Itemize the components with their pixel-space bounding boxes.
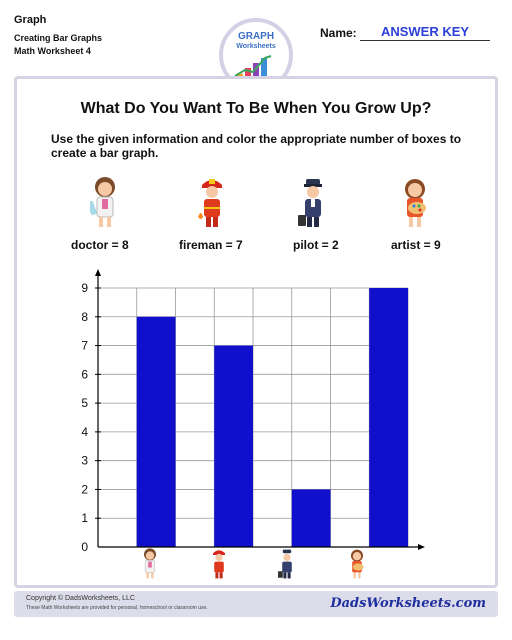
worksheet-title: What Do You Want To Be When You Grow Up? <box>80 100 432 117</box>
header-info: Graph Creating Bar Graphs Math Worksheet… <box>14 14 102 58</box>
x-icon-pilot <box>278 549 292 579</box>
header-title: Graph <box>14 14 47 26</box>
footer: Copyright © DadsWorksheets, LLC These Ma… <box>14 591 498 617</box>
pilot-boy-icon <box>298 179 322 227</box>
x-icon-artist <box>351 549 364 579</box>
bar-doctor <box>136 316 176 547</box>
header-subtitle: Creating Bar Graphs <box>14 33 103 43</box>
fireman-boy-icon <box>198 179 222 227</box>
logo-line2: Worksheets <box>236 43 276 50</box>
logo-line1: GRAPH <box>237 31 275 42</box>
x-axis-arrow <box>418 544 425 550</box>
doctor-girl-icon <box>90 177 115 227</box>
footer-copyright: Copyright © DadsWorksheets, LLC <box>26 595 135 602</box>
x-icon-doctor <box>144 548 156 579</box>
y-tick-label: 1 <box>81 511 88 525</box>
bar-artist <box>369 288 408 547</box>
y-tick-label: 7 <box>81 339 88 353</box>
clue-pilot: pilot = 2 <box>293 238 339 252</box>
header-worksheet-number: Math Worksheet 4 <box>14 46 91 56</box>
y-tick-label: 6 <box>81 367 88 381</box>
x-icon-fireman <box>213 550 225 579</box>
footer-brand-logo: DadsWorksheets.com <box>330 596 486 611</box>
artist-girl-icon <box>405 179 426 227</box>
clue-fireman: fireman = 7 <box>179 238 243 252</box>
y-tick-label: 8 <box>81 310 88 324</box>
y-tick-label: 4 <box>81 425 88 439</box>
y-tick-label: 9 <box>81 281 88 295</box>
bar-fireman <box>214 345 253 547</box>
name-label: Name: <box>320 26 357 40</box>
y-tick-label: 2 <box>81 482 88 496</box>
clue-doctor: doctor = 8 <box>71 238 129 252</box>
bar-pilot <box>291 489 331 547</box>
clue-artist: artist = 9 <box>391 238 441 252</box>
y-tick-label: 3 <box>81 454 88 468</box>
worksheet-instructions: Use the given information and color the … <box>51 132 462 160</box>
y-tick-label: 5 <box>81 396 88 410</box>
footer-notice: These Math Worksheets are provided for p… <box>26 605 208 611</box>
name-value: ANSWER KEY <box>360 24 490 41</box>
y-axis-arrow <box>95 269 101 276</box>
y-tick-label: 0 <box>81 540 88 554</box>
